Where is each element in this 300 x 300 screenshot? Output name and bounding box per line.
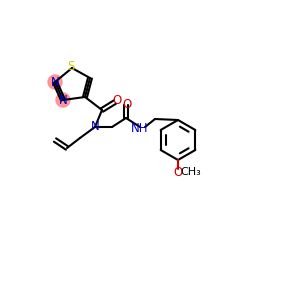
Text: O: O <box>112 94 122 107</box>
Circle shape <box>48 75 62 89</box>
Text: S: S <box>67 61 75 74</box>
Text: O: O <box>173 166 183 178</box>
Text: N: N <box>91 121 99 134</box>
Text: NH: NH <box>131 122 149 134</box>
Text: O: O <box>122 98 132 110</box>
Circle shape <box>56 93 70 107</box>
Text: N: N <box>51 76 59 88</box>
Text: CH₃: CH₃ <box>181 167 201 177</box>
Text: N: N <box>58 94 68 106</box>
